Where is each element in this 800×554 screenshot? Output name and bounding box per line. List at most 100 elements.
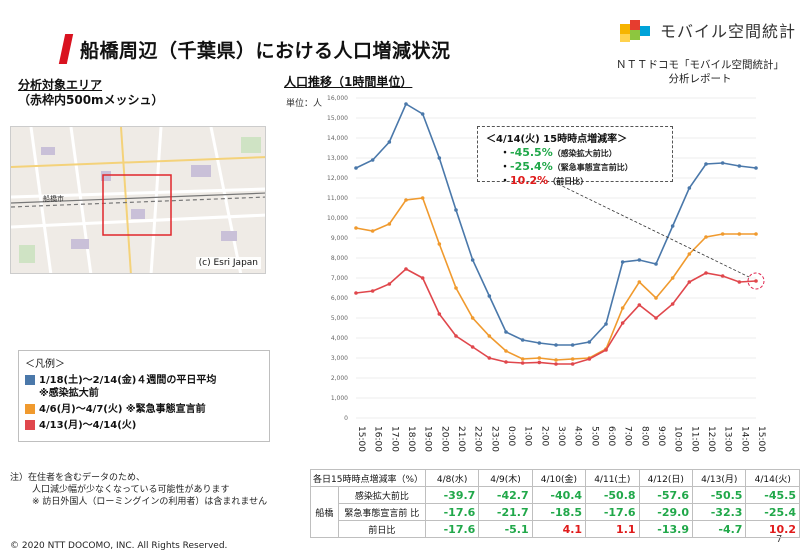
series-point-1	[737, 232, 742, 236]
series-point-2	[487, 356, 492, 360]
y-tick-label: 9,000	[331, 235, 348, 242]
series-point-0	[437, 156, 442, 160]
logo-text: モバイル空間統計	[660, 22, 797, 41]
table-cell: -32.3	[691, 503, 747, 521]
copyright: © 2020 NTT DOCOMO, INC. All Rights Reser…	[10, 541, 228, 551]
highlight-circle	[747, 272, 765, 290]
table-cell: 4.1	[531, 520, 587, 538]
callout-title: ＜4/14(火) 15時時点増減率＞	[486, 134, 628, 145]
series-point-1	[554, 358, 558, 362]
x-tick-label: 12:00	[706, 426, 716, 452]
x-tick-label: 21:00	[456, 426, 466, 452]
y-tick-label: 14,000	[327, 135, 348, 142]
series-line-2	[355, 268, 757, 365]
series-point-0	[570, 343, 575, 347]
page-title: 船橋周辺（千葉県）における人口増減状況	[80, 40, 451, 62]
series-point-0	[520, 338, 525, 342]
legend-note: ※感染拡大前	[39, 388, 99, 399]
table-cell: -5.1	[478, 520, 533, 538]
x-tick-label: 23:00	[489, 426, 499, 452]
series-point-2	[504, 360, 508, 364]
x-tick-label: 14:00	[739, 426, 749, 452]
title-accent-bar	[58, 34, 74, 64]
callout-leader-line	[557, 183, 750, 278]
notes: 注）在住者を含むデータのため、 人口減少幅が少なくなっている可能性があります ※…	[10, 472, 267, 508]
series-point-1	[470, 316, 475, 320]
legend-item: 1/18(土)～2/14(金)４週間の平日平均 ※感染拡大前	[25, 374, 263, 400]
x-tick-label: 7:00	[623, 426, 633, 446]
x-tick-label: 6:00	[606, 426, 616, 446]
chart-title: 人口推移（1時間単位）	[284, 75, 413, 89]
series-point-2	[670, 302, 675, 306]
y-tick-label: 10,000	[327, 215, 348, 222]
population-line-chart: 0 1,000 2,000 3,000 4,000 5,000 6,000 7,000 8,00…	[327, 95, 766, 452]
series-point-0	[404, 102, 408, 106]
table-cell: -29.0	[638, 503, 694, 521]
x-tick-label: 4:00	[573, 426, 583, 446]
series-point-2	[737, 280, 742, 284]
y-tick-label: 3,000	[331, 355, 348, 362]
report-line-2: 分析レポート	[668, 73, 732, 85]
chart-unit-label: 単位：人	[286, 99, 323, 109]
series-point-0	[654, 262, 658, 266]
y-tick-label: 8,000	[331, 255, 348, 262]
x-tick-label: 17:00	[389, 426, 399, 452]
series-point-0	[637, 258, 642, 262]
series-point-2	[437, 312, 442, 316]
x-tick-label: 20:00	[439, 426, 449, 452]
x-tick-label: 0:00	[506, 426, 516, 446]
series-point-1	[404, 198, 408, 202]
series-point-0	[604, 322, 608, 326]
series-point-0	[370, 158, 375, 162]
legend-swatch-prepandemic	[25, 375, 35, 385]
y-tick-label: 15,000	[327, 115, 348, 122]
report-line-1: ＮＴＴドコモ「モバイル空間統計」	[616, 59, 784, 71]
y-tick-label: 0	[344, 415, 348, 422]
table-cell: -57.6	[638, 486, 694, 504]
series-point-0	[620, 260, 625, 264]
y-tick-label: 2,000	[331, 375, 348, 382]
series-point-1	[387, 222, 392, 226]
y-tick-label: 13,000	[327, 155, 348, 162]
series-point-1	[704, 235, 708, 239]
series-point-0	[687, 186, 692, 190]
y-tick-label: 4,000	[331, 335, 348, 342]
report-label: ＮＴＴドコモ「モバイル空間統計」 分析レポート	[608, 58, 792, 86]
table-cell: -50.8	[585, 486, 640, 504]
series-point-0	[487, 294, 492, 298]
series-point-1	[520, 357, 525, 361]
table-cell: -4.7	[691, 520, 747, 538]
series-point-2	[654, 316, 658, 320]
x-tick-label: 10:00	[673, 426, 683, 452]
map-credit: (c) Esri Japan	[195, 257, 261, 269]
table-date-header: 4/13(月)	[691, 469, 747, 487]
table-row: 前日比 -17.6 -5.1 4.1 1.1 -13.9 -4.7 10.2	[311, 520, 800, 538]
area-map: 船橋市 (c) Esri Japan	[10, 126, 266, 274]
table-cell: -13.9	[638, 520, 694, 538]
series-point-0	[420, 112, 425, 116]
x-tick-label: 3:00	[556, 426, 566, 446]
series-point-0	[504, 330, 508, 334]
table-date-header: 4/8(水)	[425, 469, 480, 487]
table-cell: 10.2	[745, 520, 800, 538]
table-header-row: 各日15時時点増減率（%） 4/8(水) 4/9(木) 4/10(金) 4/11…	[309, 469, 800, 487]
table-row-label: 前日比	[337, 520, 427, 538]
map-drawing: 船橋市	[11, 127, 265, 273]
table-cell: -25.4	[745, 503, 800, 521]
series-point-1	[437, 242, 442, 246]
legend-label: 1/18(土)～2/14(金)４週間の平日平均	[39, 375, 217, 386]
legend: ＜凡例＞ 1/18(土)～2/14(金)４週間の平日平均 ※感染拡大前 4/6(月…	[18, 350, 270, 442]
series-point-2	[570, 362, 575, 366]
table-date-header: 4/9(木)	[478, 469, 533, 487]
series-point-0	[720, 161, 725, 165]
table-cell: -50.5	[691, 486, 747, 504]
series-point-0	[354, 166, 358, 170]
series-point-1	[620, 306, 625, 310]
x-tick-label: 19:00	[423, 426, 433, 452]
table-row-label: 感染拡大前比	[337, 486, 427, 504]
series-point-1	[504, 349, 508, 353]
series-point-1	[720, 232, 725, 236]
series-point-1	[354, 226, 358, 230]
series-point-0	[737, 164, 742, 168]
y-tick-label: 5,000	[331, 315, 348, 322]
